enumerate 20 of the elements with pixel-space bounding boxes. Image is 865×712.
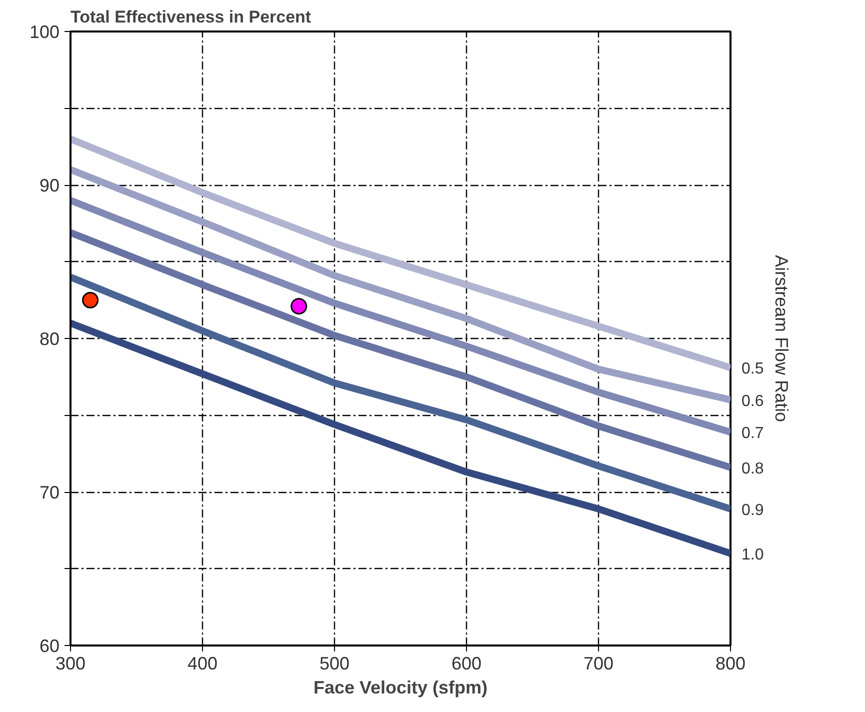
series-label: 0.5 bbox=[742, 360, 764, 378]
series-label: 0.9 bbox=[742, 502, 764, 519]
x-tick-label: 600 bbox=[451, 654, 482, 674]
chart-title: Total Effectiveness in Percent bbox=[70, 8, 312, 26]
x-tick-label: 300 bbox=[55, 654, 86, 674]
x-tick-label: 400 bbox=[187, 654, 218, 674]
series-label: 1.0 bbox=[742, 546, 764, 564]
y-tick-label: 90 bbox=[39, 176, 60, 196]
y-tick-label: 60 bbox=[39, 636, 60, 656]
y-tick-label: 80 bbox=[39, 329, 60, 349]
series-label: 0.8 bbox=[742, 460, 764, 478]
x-tick-label: 800 bbox=[715, 654, 746, 674]
y-tick-label: 70 bbox=[39, 482, 60, 502]
y-tick-label: 100 bbox=[29, 22, 60, 42]
legend-title: Airstream Flow Ratio bbox=[772, 254, 792, 422]
series-label: 0.7 bbox=[742, 425, 764, 442]
series-label: 0.6 bbox=[742, 392, 764, 410]
x-tick-label: 700 bbox=[583, 654, 614, 674]
x-tick-label: 500 bbox=[319, 654, 350, 674]
x-axis-title: Face Velocity (sfpm) bbox=[313, 678, 488, 698]
